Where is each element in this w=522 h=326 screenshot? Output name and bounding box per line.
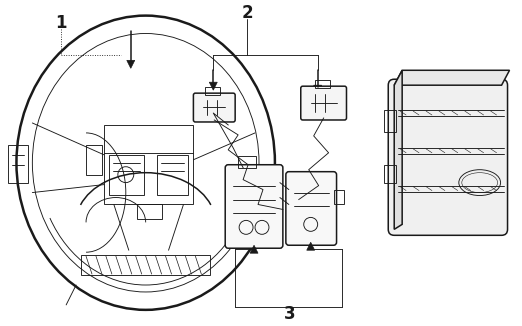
Bar xyxy=(8,145,28,183)
Bar xyxy=(334,190,343,204)
Polygon shape xyxy=(314,85,322,93)
Polygon shape xyxy=(394,70,509,85)
FancyBboxPatch shape xyxy=(286,172,337,245)
FancyBboxPatch shape xyxy=(388,79,507,235)
Bar xyxy=(238,156,256,168)
Bar xyxy=(384,110,396,132)
Text: 3: 3 xyxy=(284,305,295,323)
Polygon shape xyxy=(209,82,217,90)
FancyBboxPatch shape xyxy=(301,86,347,120)
Text: 2: 2 xyxy=(241,4,253,22)
Bar xyxy=(384,165,396,183)
FancyBboxPatch shape xyxy=(225,165,283,248)
Bar xyxy=(205,87,220,95)
Polygon shape xyxy=(394,70,402,229)
Bar xyxy=(315,80,329,88)
Bar xyxy=(86,145,102,175)
Text: 1: 1 xyxy=(55,14,67,32)
Polygon shape xyxy=(250,245,258,253)
Ellipse shape xyxy=(459,170,501,196)
Bar xyxy=(81,255,210,275)
Polygon shape xyxy=(307,242,315,250)
Polygon shape xyxy=(127,60,135,68)
FancyBboxPatch shape xyxy=(193,93,235,122)
Bar xyxy=(137,204,162,219)
